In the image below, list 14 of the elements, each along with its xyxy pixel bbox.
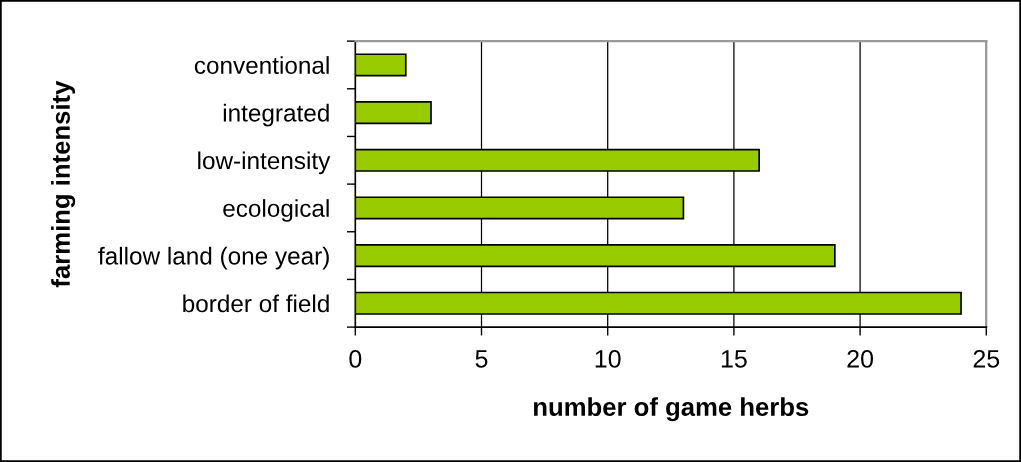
y-tick-label: border of field: [183, 294, 329, 313]
y-tick-label: ecological: [223, 199, 329, 222]
y-tick-label: fallow land (one year): [98, 246, 329, 270]
x-tick-label: 15: [721, 350, 747, 368]
x-tick-label: 0: [349, 349, 362, 368]
x-tick-label: 25: [973, 349, 1000, 368]
y-axis-title: farming intensity: [51, 80, 76, 288]
x-tick-label: 20: [847, 349, 874, 368]
x-tick-label: 10: [595, 349, 621, 368]
x-axis-title: number of game herbs: [534, 397, 809, 422]
y-tick-label: low-intensity: [198, 151, 331, 175]
y-tick-label: conventional: [194, 56, 329, 74]
x-tick-label: 5: [475, 350, 488, 368]
y-tick-label: integrated: [223, 103, 329, 127]
